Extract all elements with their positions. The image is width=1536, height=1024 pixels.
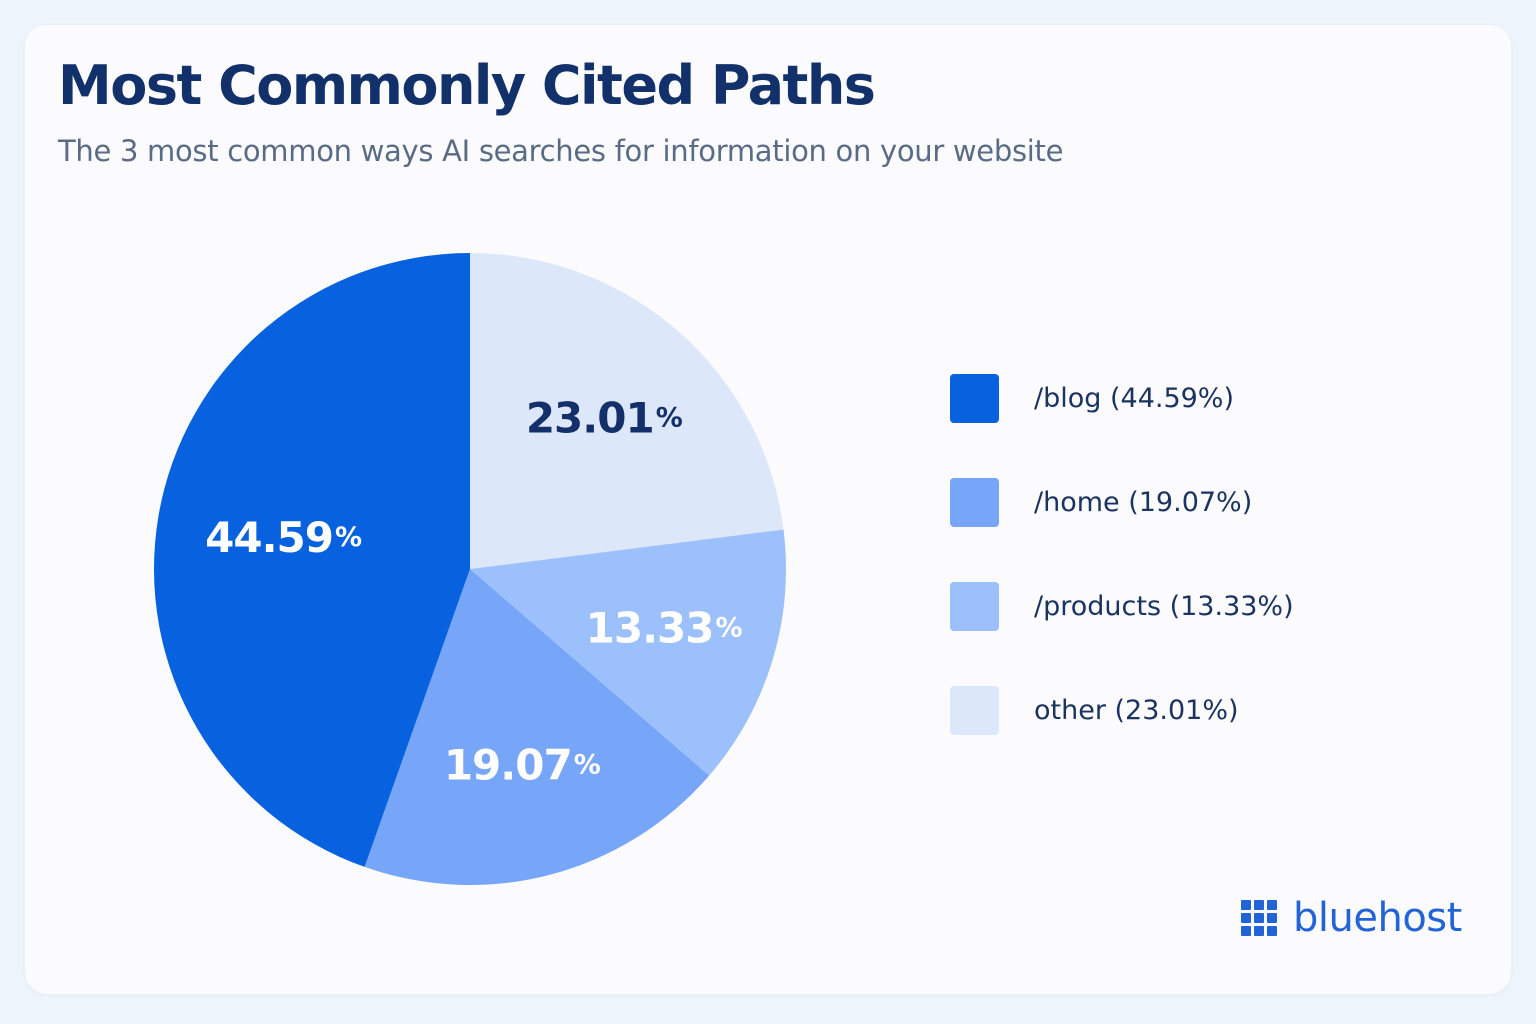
legend-item: /blog (44.59%) bbox=[950, 373, 1294, 423]
legend-label: other (23.01%) bbox=[1034, 694, 1239, 726]
legend-item: /products (13.33%) bbox=[950, 581, 1294, 631]
pie-slice-other bbox=[470, 253, 784, 569]
legend-item: other (23.01%) bbox=[950, 685, 1294, 735]
data-label-other: 23.01% bbox=[526, 393, 683, 442]
data-label-home: 19.07% bbox=[444, 740, 601, 789]
grid-logo-icon bbox=[1241, 900, 1277, 936]
brand-name: bluehost bbox=[1293, 895, 1462, 941]
data-label-blog: 44.59% bbox=[205, 512, 362, 561]
chart-title: Most Commonly Cited Paths bbox=[58, 54, 876, 117]
legend-label: /blog (44.59%) bbox=[1034, 382, 1234, 414]
legend-swatch bbox=[950, 685, 999, 735]
legend-label: /products (13.33%) bbox=[1034, 590, 1294, 622]
legend-swatch bbox=[950, 581, 999, 631]
chart-legend: /blog (44.59%) /home (19.07%) /products (1… bbox=[950, 373, 1294, 789]
data-label-products: 13.33% bbox=[586, 603, 743, 652]
pie-slice-home bbox=[364, 569, 710, 886]
legend-swatch bbox=[950, 477, 999, 527]
pie-slice-blog bbox=[153, 252, 471, 867]
chart-subtitle: The 3 most common ways AI searches for i… bbox=[58, 134, 1064, 168]
brand-logo: bluehost bbox=[1241, 895, 1462, 941]
legend-label: /home (19.07%) bbox=[1034, 486, 1253, 518]
legend-item: /home (19.07%) bbox=[950, 477, 1294, 527]
pie-slice-products bbox=[470, 529, 786, 776]
legend-swatch bbox=[950, 373, 999, 423]
